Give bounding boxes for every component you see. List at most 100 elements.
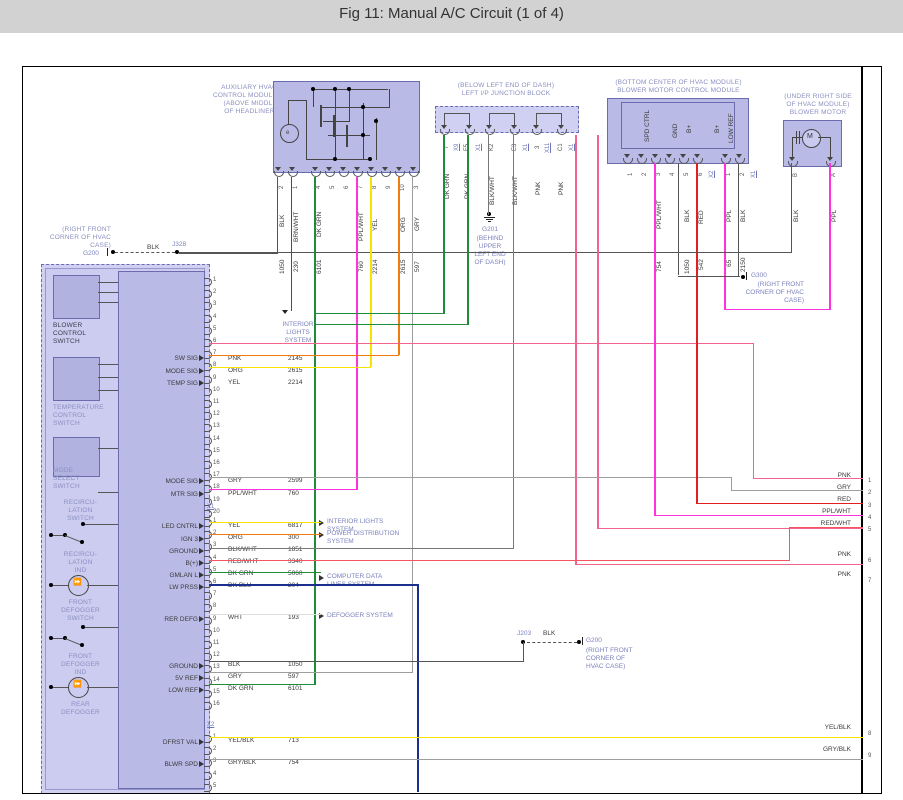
connector-socket bbox=[204, 555, 212, 564]
wire-ppl-65b bbox=[829, 163, 831, 310]
wire-color-label: PNK bbox=[535, 181, 542, 195]
connector-curve bbox=[665, 158, 675, 164]
wire-color-label: ORG bbox=[400, 217, 407, 232]
front-defogger-ind-label: FRONT DEFOGGER IND bbox=[61, 653, 100, 676]
splice-dot bbox=[175, 250, 179, 254]
connector-pin-number: 14 bbox=[213, 435, 220, 442]
connector-pin-number: 4 bbox=[213, 313, 217, 320]
connector-curve bbox=[510, 129, 520, 135]
ground-location-g300: (RIGHT FRONT CORNER OF HVAC CASE) bbox=[745, 281, 804, 304]
wire-blkwht-e3 bbox=[513, 135, 514, 549]
connector-pin-number: 5 bbox=[213, 325, 217, 332]
connector-curve bbox=[465, 129, 475, 135]
aux-int-wire bbox=[306, 100, 307, 160]
pin-arrow bbox=[368, 167, 374, 171]
aux-int-wire bbox=[313, 89, 314, 107]
connector-pin-number: 8 bbox=[213, 362, 217, 369]
connector-pin-number: 2 bbox=[213, 289, 217, 296]
wire-circuit-number: 300 bbox=[288, 534, 299, 541]
wire-color-label: GRY bbox=[414, 217, 421, 231]
right-pin-label: PNK bbox=[837, 571, 851, 578]
pin-arrow bbox=[694, 154, 700, 158]
connector-socket bbox=[204, 326, 212, 335]
signal-label: TEMP SIG bbox=[167, 380, 198, 387]
wire-color-label: PPL/WHT bbox=[656, 200, 663, 229]
pin-arrow bbox=[558, 125, 564, 129]
wire-dkblu-204 bbox=[417, 584, 419, 792]
connector-curve bbox=[693, 158, 703, 164]
pin-arrow bbox=[275, 167, 281, 171]
pin-arrow bbox=[827, 157, 833, 161]
blower-signal-label: GND bbox=[672, 123, 679, 138]
wire-circuit-number: 2599 bbox=[288, 477, 303, 484]
connector-pin-number: 2 bbox=[213, 530, 216, 536]
wire-gry-2599 bbox=[209, 477, 731, 478]
ground-location-g200b: (RIGHT FRONT CORNER OF HVAC CASE) bbox=[586, 647, 633, 670]
wire-color-label: BRN/WHT bbox=[293, 211, 300, 242]
connector-pin-number: 2 bbox=[213, 746, 217, 753]
right-pin-label: RED bbox=[837, 496, 851, 503]
wire-circuit-number: 2615 bbox=[400, 259, 407, 274]
wire-org-300 bbox=[209, 534, 321, 535]
sw-int-wire bbox=[87, 585, 118, 586]
system-ref-arrow bbox=[319, 613, 324, 619]
ground-bar-g200 bbox=[107, 248, 109, 256]
system-ref-arrow bbox=[319, 520, 324, 526]
connector-curve bbox=[288, 171, 298, 177]
front-defogger-switch-label: FRONT DEFOGGER SWITCH bbox=[61, 599, 100, 622]
wire-color-label: DK GRN bbox=[228, 570, 254, 577]
right-pin-number: 9 bbox=[868, 753, 872, 759]
mode-select-switch-label: MODE SELECT SWITCH bbox=[53, 467, 80, 490]
signal-label: LW PRSS bbox=[169, 584, 198, 591]
g200-wire-color: BLK bbox=[147, 244, 160, 251]
mode-select-switch-box bbox=[53, 437, 100, 477]
junction-dot bbox=[374, 119, 378, 123]
right-pin-number: 2 bbox=[868, 490, 872, 496]
sw-int-wire bbox=[98, 364, 118, 365]
signal-label: MTR SIG bbox=[170, 491, 198, 498]
connector-curve bbox=[440, 129, 450, 135]
connector-socket bbox=[204, 400, 212, 408]
connector-socket bbox=[204, 412, 212, 421]
wire-circuit-number: 230 bbox=[293, 261, 300, 272]
ip-junction-block-label: (BELOW LEFT END OF DASH) LEFT I/P JUNCTI… bbox=[457, 82, 555, 97]
pin-arrow bbox=[666, 154, 672, 158]
blower-signal-label: B+ bbox=[714, 124, 721, 133]
wire-pnk-a bbox=[575, 564, 863, 565]
connector-socket bbox=[204, 592, 212, 601]
connector-curve bbox=[325, 171, 335, 177]
wire-blk-2150 bbox=[738, 163, 739, 277]
wire-circuit-number: 1050 bbox=[288, 661, 303, 668]
sw-int-wire bbox=[83, 627, 118, 628]
signal-arrow bbox=[199, 616, 204, 622]
signal-label: GROUND bbox=[169, 548, 198, 555]
wire-circuit-number: 760 bbox=[288, 490, 299, 497]
jb-int-wire bbox=[489, 113, 514, 114]
motor-int-wire bbox=[818, 137, 830, 138]
signal-label: SW SIG bbox=[174, 355, 198, 362]
wire-color-label: YEL bbox=[228, 522, 241, 529]
pin-arrow bbox=[410, 167, 416, 171]
motor-pin-number: B bbox=[793, 172, 799, 177]
jb-connector-id: X1 bbox=[476, 143, 482, 151]
connector-pin-number: 16 bbox=[213, 460, 220, 466]
blower-pin-number: 5 bbox=[684, 172, 690, 176]
wire-gryblk-754 bbox=[209, 759, 863, 760]
sw-int-wire bbox=[51, 535, 65, 536]
connector-pin-number: 10 bbox=[213, 627, 220, 634]
led-glyph: ⏩ bbox=[73, 681, 82, 688]
sw-int-wire bbox=[98, 377, 118, 378]
wire-circuit-number: 754 bbox=[288, 759, 299, 766]
signal-label: MODE SIG bbox=[165, 478, 198, 485]
right-pin-number: 4 bbox=[868, 515, 872, 521]
connector-socket bbox=[204, 641, 212, 649]
wire-circuit-number: 1050 bbox=[279, 259, 286, 274]
wire-pnk-b bbox=[597, 528, 863, 529]
pin-arrow bbox=[722, 154, 728, 158]
connector-pin-number: 7 bbox=[213, 591, 217, 598]
connector-socket bbox=[204, 628, 212, 637]
connector-socket bbox=[204, 531, 212, 540]
blower-pin-number: 6 bbox=[698, 172, 704, 176]
connector-curve bbox=[651, 158, 661, 164]
interior-lights-arrow bbox=[282, 310, 288, 314]
